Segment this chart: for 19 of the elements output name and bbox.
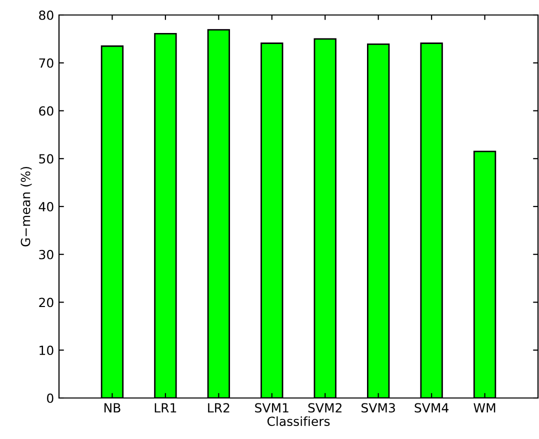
x-tick-label: WM [474, 403, 496, 412]
x-tick-label: SVM2 [308, 403, 342, 413]
x-tick-label: SVM1 [255, 403, 288, 413]
y-tick-label: 30 [39, 250, 54, 260]
y-tick-label: 0 [47, 393, 54, 403]
x-tick-label: NB [104, 403, 120, 412]
x-tick-label: SVM4 [414, 403, 448, 413]
y-tick-label: 70 [39, 58, 54, 68]
x-axis-title: Classifiers [267, 416, 330, 426]
y-axis-title: G−mean (%) [20, 166, 32, 246]
y-tick-label: 80 [39, 10, 54, 20]
y-tick-label: 20 [39, 298, 54, 308]
y-tick-label: 40 [38, 202, 54, 212]
y-tick-label: 50 [39, 154, 54, 164]
y-tick-label: 60 [39, 106, 54, 116]
x-tick-label: LR2 [208, 403, 230, 412]
x-tick-label: SVM3 [362, 403, 395, 413]
y-tick-label: 10 [40, 346, 54, 356]
x-tick-label: LR1 [154, 403, 176, 412]
